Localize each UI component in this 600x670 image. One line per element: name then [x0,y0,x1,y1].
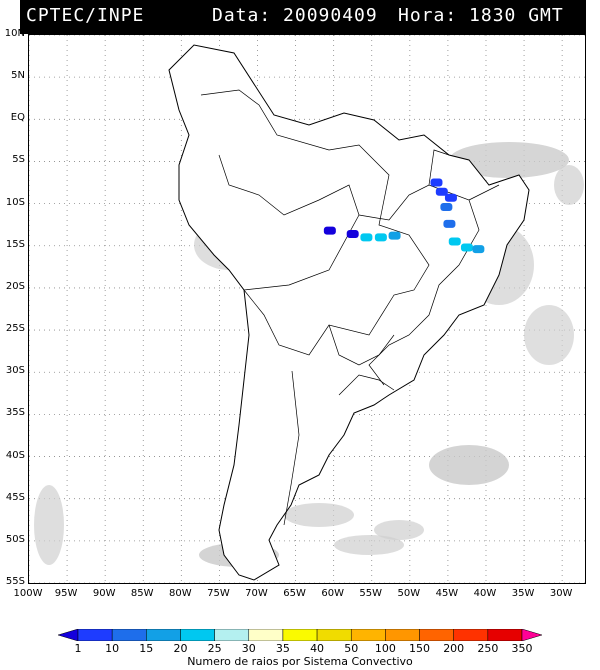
longitude-tick-label: 75W [207,588,230,599]
longitude-tick-label: 30W [549,588,573,599]
colorbar-tick-label: 350 [511,642,533,655]
longitude-tick-label: 90W [92,588,116,599]
colorbar-tick-label: 20 [173,642,188,655]
colorbar-tick-label: 100 [374,642,396,655]
colorbar-tick-label: 1 [74,642,82,655]
lightning-cell [388,231,401,240]
colorbar-swatch [282,629,318,641]
lightning-cell [444,193,457,202]
latitude-tick-label: 10N [4,28,25,39]
colorbar [58,629,542,641]
longitude-tick-label: 40W [473,588,497,599]
source-label: CPTEC/INPE [26,5,145,26]
longitude-tick-label: 65W [283,588,306,599]
colorbar-tick-label: 200 [443,642,465,655]
colorbar-swatch [487,629,523,641]
lightning-cell [460,243,473,252]
longitude-tick-label: 100W [13,588,43,599]
latitude-tick-label: 25S [5,323,25,335]
time-label: Hora: 1830 GMT [398,5,564,26]
colorbar-swatch [214,629,250,641]
colorbar-swatch [419,629,454,641]
longitude-tick-label: 70W [245,588,268,599]
lightning-cell [430,178,443,187]
longitude-tick-label: 60W [321,588,344,599]
colorbar-swatch [111,629,147,641]
title-bar: CPTEC/INPE Data: 20090409 Hora: 1830 GMT [20,0,586,34]
lightning-cell [472,245,485,254]
latitude-tick-label: 30S [5,365,25,377]
longitude-tick-label: 35W [511,588,535,599]
colorbar-tick-label: 30 [241,642,256,655]
colorbar-swatch [521,629,542,641]
longitude-tick-label: 95W [54,588,78,599]
lightning-cell [435,187,448,196]
colorbar-tick-label: 10 [105,642,120,655]
latitude-tick-label: EQ [10,112,25,124]
longitude-tick-label: 80W [169,588,192,599]
latitude-tick-label: 20S [5,280,25,292]
colorbar-tick-label: 150 [409,642,431,655]
latitude-tick-label: 5N [11,70,25,82]
lightning-cell [323,226,336,235]
lightning-cell [374,233,387,242]
colorbar-swatch [350,629,386,641]
latitude-tick-label: 40S [5,449,25,461]
colorbar-tick-label: 15 [139,642,154,655]
colorbar-swatch [453,629,489,641]
lightning-cells [323,178,485,254]
colorbar-title: Numero de raios por Sistema Convectivo [187,655,413,668]
date-label: Data: 20090409 [212,5,378,26]
colorbar-swatch [248,629,284,641]
longitude-tick-label: 50W [397,588,421,599]
colorbar-swatch [58,629,79,641]
lightning-cell [448,237,461,246]
latitude-tick-label: 10S [5,196,25,208]
south-america-outline [168,44,530,581]
colorbar-swatch [385,629,420,641]
lightning-cell [346,229,359,238]
colorbar-tick-label: 35 [275,642,290,655]
colorbar-swatch [77,629,113,641]
lightning-cell [440,202,453,211]
longitude-tick-label: 85W [130,588,154,599]
latitude-tick-label: 55S [5,576,25,587]
colorbar-tick-label: 50 [344,642,359,655]
longitude-tick-label: 45W [435,588,459,599]
latitude-tick-label: 15S [5,238,25,250]
colorbar-swatch [316,629,352,641]
latitude-tick-label: 5S [12,154,25,166]
colorbar-swatch [146,629,181,641]
latitude-tick-label: 45S [5,491,25,503]
map-canvas [29,35,585,583]
colorbar-swatch [180,629,215,641]
colorbar-tick-label: 40 [310,642,325,655]
latitude-tick-label: 50S [5,533,25,545]
latitude-tick-label: 35S [5,407,25,419]
lightning-cell [360,233,373,242]
colorbar-tick-label: 250 [477,642,499,655]
map-frame [28,34,586,584]
longitude-tick-label: 55W [359,588,383,599]
lightning-cell [443,219,456,228]
colorbar-tick-label: 25 [207,642,222,655]
